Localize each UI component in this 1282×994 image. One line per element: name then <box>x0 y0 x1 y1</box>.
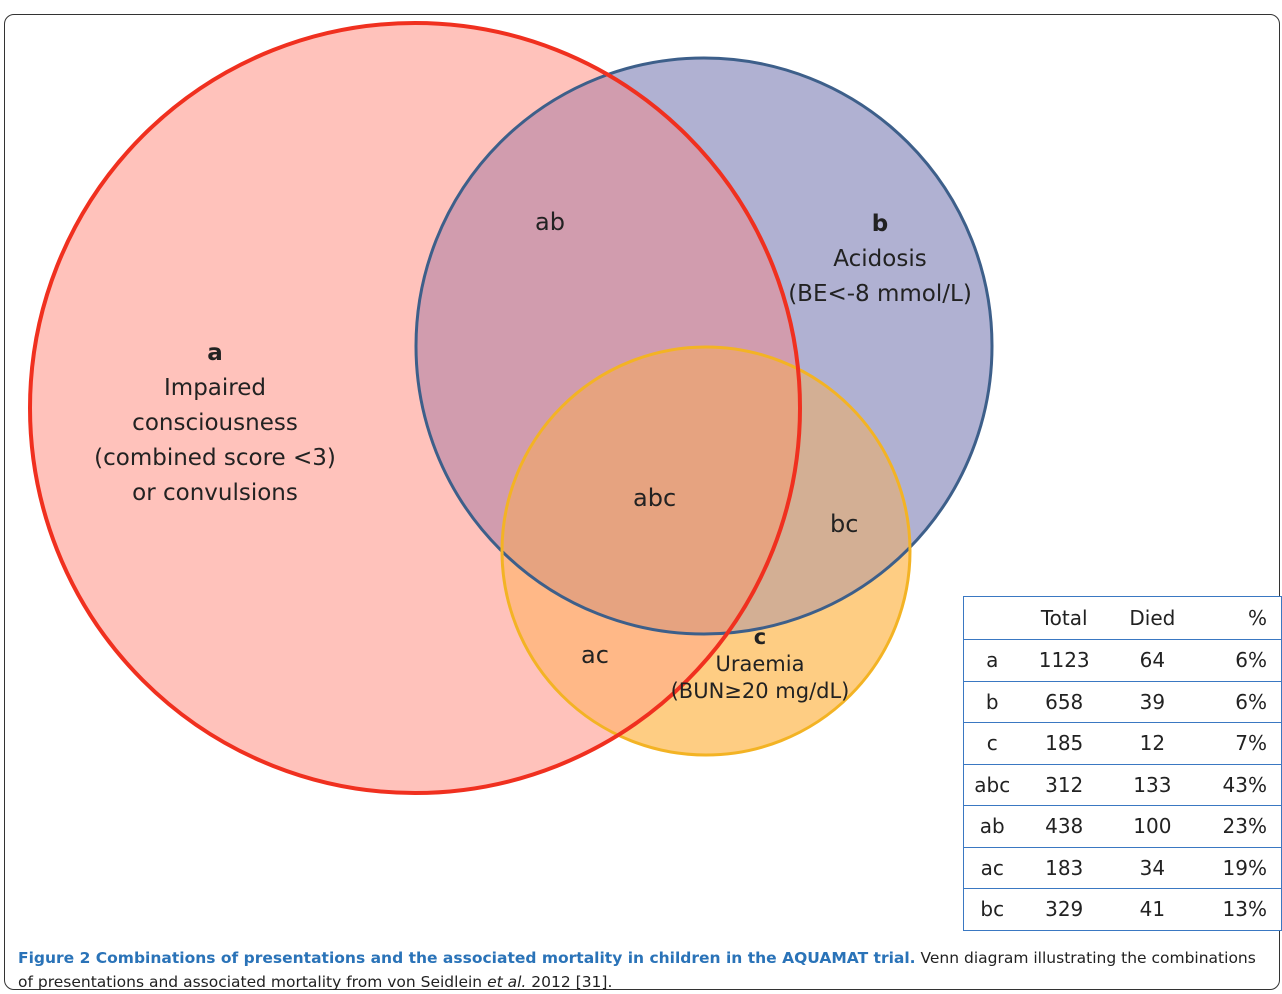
set-a-line-3: (combined score <3) <box>94 445 336 471</box>
table-cell-set: c <box>963 722 1021 764</box>
table-row: c 185 12 7% <box>963 722 1282 764</box>
set-a-letter: a <box>207 340 223 366</box>
set-a-line-2: consciousness <box>132 410 298 436</box>
table-cell-set: b <box>963 680 1021 723</box>
figure-caption: Figure 2 Combinations of presentations a… <box>18 946 1268 994</box>
caption-title: Figure 2 Combinations of presentations a… <box>18 949 916 967</box>
region-abc-label: abc <box>633 484 677 512</box>
table-row: b 658 39 6% <box>963 680 1282 723</box>
table-cell-died: 133 <box>1107 763 1197 806</box>
set-c-outline <box>500 345 912 757</box>
set-c-line-2: (BUN≥20 mg/dL) <box>670 679 850 703</box>
set-b-label: b Acidosis (BE<-8 mmol/L) <box>770 207 990 312</box>
table-row: a 1123 64 6% <box>963 639 1282 681</box>
table-cell-percent: 13% <box>1196 888 1282 930</box>
set-a-circle <box>30 23 800 793</box>
table-cell-percent: 43% <box>1196 763 1282 806</box>
caption-text: Venn diagram illustrating the combinatio… <box>18 949 1256 991</box>
table-cell-died: 64 <box>1107 639 1197 681</box>
table-cell-percent: 23% <box>1196 805 1282 847</box>
table-header-died: Died <box>1129 606 1176 630</box>
table-cell-total: 185 <box>1020 722 1108 764</box>
table-cell-died: 34 <box>1107 846 1197 889</box>
figure-frame <box>4 14 1280 990</box>
region-ab-label: ab <box>535 208 565 236</box>
table-cell-died: 39 <box>1107 680 1197 723</box>
region-ac-label: ac <box>581 641 609 669</box>
set-a-outline <box>28 21 802 795</box>
table-cell-died: 41 <box>1107 888 1197 930</box>
set-b-line-2: (BE<-8 mmol/L) <box>788 281 972 307</box>
table-row: bc 329 41 13% <box>963 888 1282 930</box>
table-cell-percent: 19% <box>1196 846 1282 889</box>
table-cell-died: 100 <box>1107 805 1197 847</box>
table-header-cell <box>964 597 1021 640</box>
table-cell-set: abc <box>963 763 1021 806</box>
table-cell-died: 12 <box>1107 722 1197 764</box>
set-a-line-1: Impaired <box>164 375 266 401</box>
table-cell-percent: 6% <box>1196 639 1282 681</box>
set-b-line-1: Acidosis <box>833 246 927 272</box>
set-b-outline <box>414 56 994 636</box>
table-cell-total: 438 <box>1020 805 1108 847</box>
set-c-letter: c <box>753 625 767 649</box>
table-cell-set: bc <box>963 888 1021 930</box>
set-c-line-1: Uraemia <box>715 652 805 676</box>
table-cell-set: a <box>963 639 1021 681</box>
caption-italic: et al. <box>487 973 527 991</box>
caption-text-end: 2012 [31]. <box>526 973 613 991</box>
set-a-line-4: or convulsions <box>132 480 298 506</box>
table-cell-total: 329 <box>1020 888 1108 930</box>
table-cell-total: 1123 <box>1020 639 1108 681</box>
table-row: ac 183 34 19% <box>963 846 1282 889</box>
mortality-table: Total Died % a 1123 64 6% b 658 39 6% c … <box>963 596 1282 931</box>
table-cell-set: ac <box>963 846 1021 889</box>
table-header-percent: % <box>1247 606 1267 630</box>
table-cell-total: 658 <box>1020 680 1108 723</box>
set-b-letter: b <box>871 211 889 237</box>
set-c-circle <box>502 347 910 755</box>
table-header-row: Total Died % <box>964 597 1282 640</box>
set-a-label: a Impaired consciousness (combined score… <box>60 336 370 511</box>
table-header-total: Total <box>1040 606 1088 630</box>
table-cell-percent: 7% <box>1196 722 1282 764</box>
set-c-label: c Uraemia (BUN≥20 mg/dL) <box>650 624 870 705</box>
table-row: ab 438 100 23% <box>963 805 1282 847</box>
region-bc-label: bc <box>830 510 859 538</box>
table-row: abc 312 133 43% <box>963 763 1282 806</box>
table-cell-total: 312 <box>1020 763 1108 806</box>
table-cell-total: 183 <box>1020 846 1108 889</box>
table-cell-percent: 6% <box>1196 680 1282 723</box>
table-cell-set: ab <box>963 805 1021 847</box>
